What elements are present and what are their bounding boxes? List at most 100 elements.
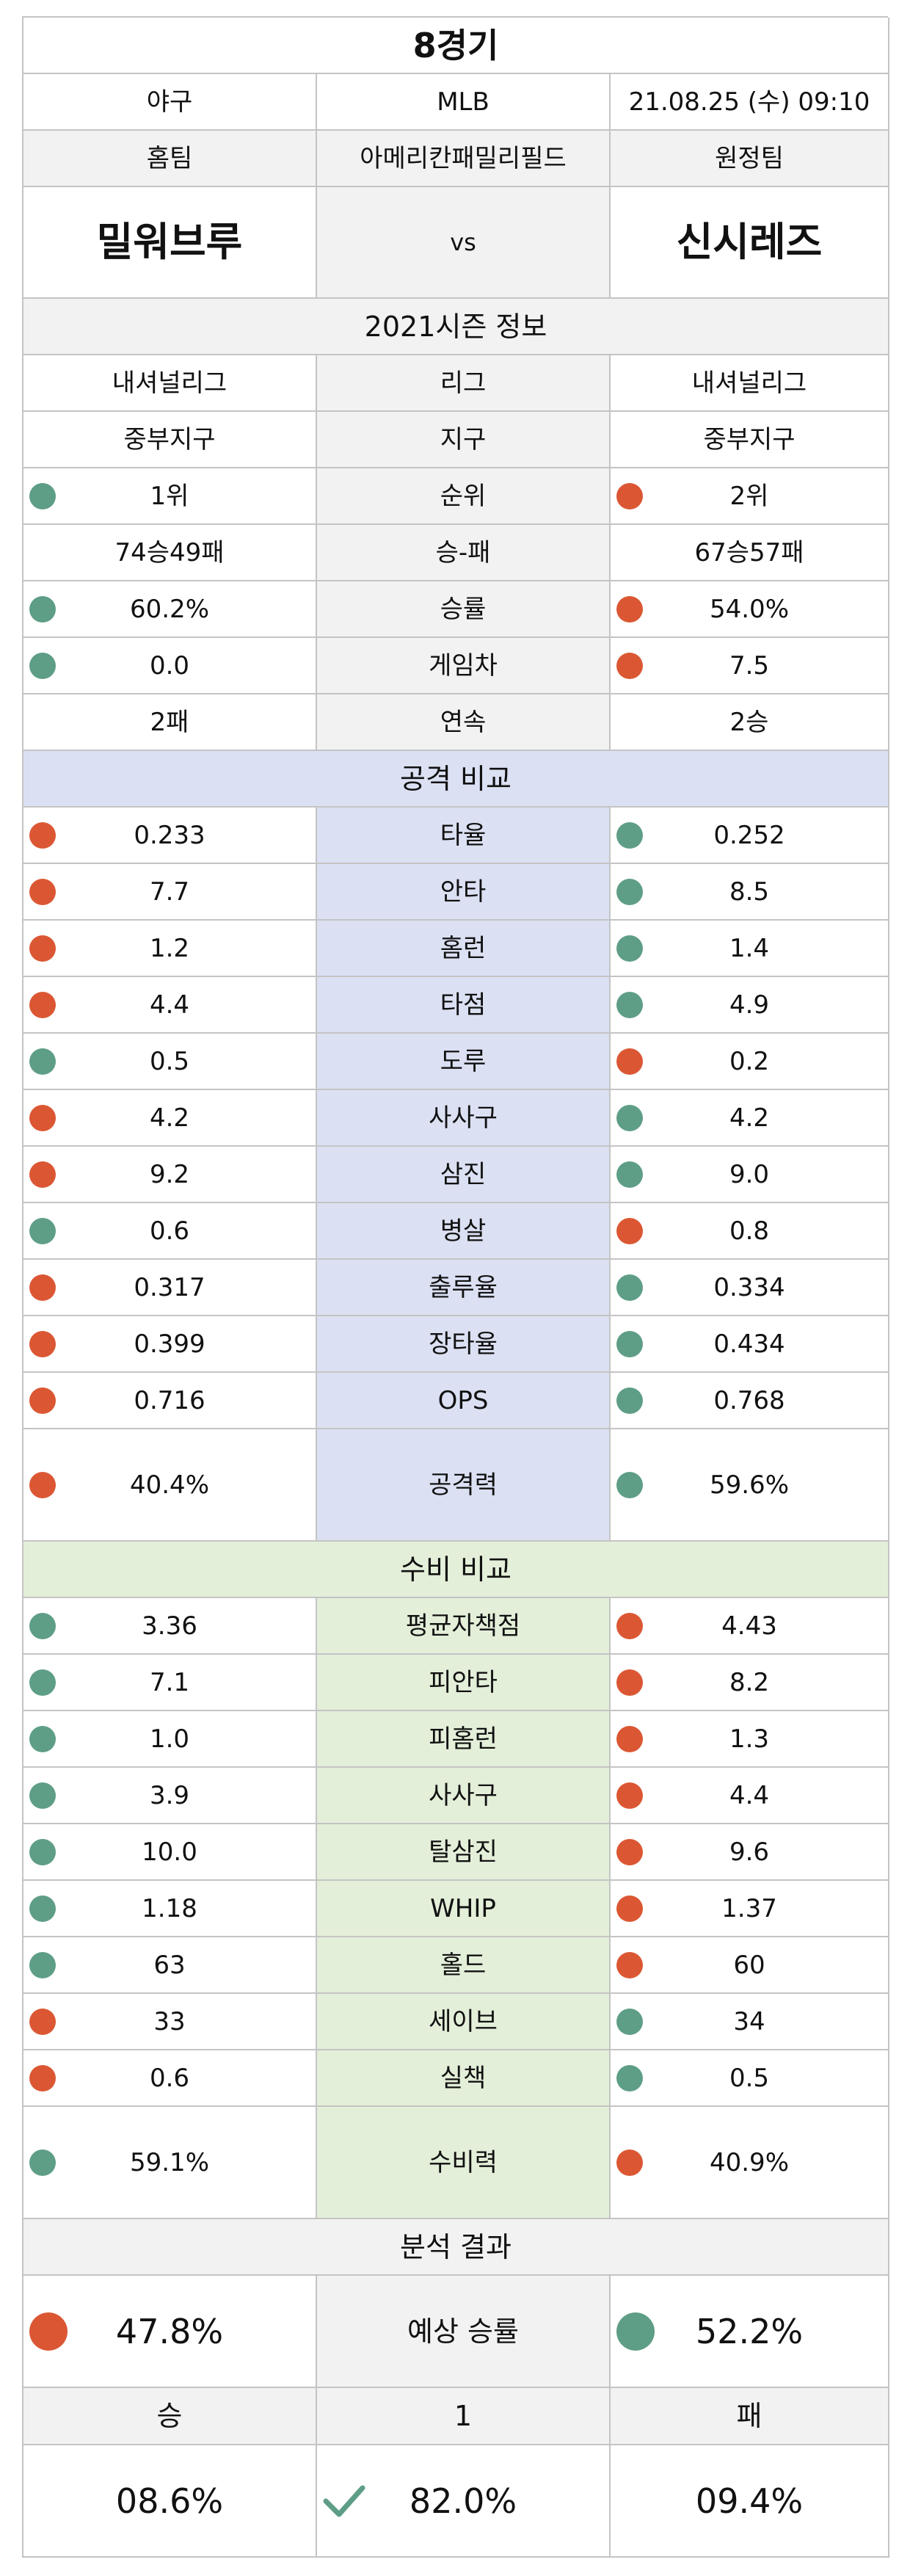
defense-label-value: WHIP	[430, 1893, 496, 1923]
offense-home-cell: 0.5	[23, 1034, 317, 1090]
offense-section-title: 공격 비교	[23, 751, 889, 808]
defense-label-cell: 사사구	[317, 1768, 611, 1824]
offense-label-cell: 타점	[317, 977, 611, 1034]
status-dot	[616, 1048, 643, 1075]
offense-label-value: 공격력	[429, 1470, 498, 1500]
offense-label-value: 도루	[440, 1046, 487, 1076]
win-probability: 08.6%	[23, 2445, 317, 2558]
offense-home-value: 4.2	[149, 1103, 190, 1133]
status-dot	[29, 1725, 56, 1752]
versus-cell: vs	[317, 187, 611, 299]
defense-away-value: 1.37	[721, 1893, 777, 1923]
offense-away-cell: 0.434	[611, 1316, 889, 1373]
season-away-cell: 7.5	[611, 638, 889, 694]
season-away-value: 7.5	[729, 650, 770, 681]
status-dot	[616, 1951, 643, 1978]
season-label-value: 승-패	[435, 537, 491, 567]
season-home-value: 내셔널리그	[112, 368, 228, 398]
season-home-value: 0.0	[149, 650, 190, 681]
offense-home-value: 0.233	[134, 820, 205, 850]
defense-label-cell: 피홈런	[317, 1711, 611, 1768]
season-label-value: 순위	[440, 481, 487, 511]
expected-label: 예상 승률	[317, 2276, 611, 2388]
offense-label-cell: 장타율	[317, 1316, 611, 1373]
offense-label-value: 안타	[440, 877, 487, 907]
season-section-title: 2021시즌 정보	[23, 299, 889, 355]
status-dot	[616, 652, 643, 679]
offense-home-value: 0.317	[134, 1272, 205, 1302]
status-dot	[616, 1161, 643, 1188]
draw-probability: 82.0%	[317, 2445, 611, 2558]
status-dot	[29, 991, 56, 1018]
defense-away-value: 4.43	[721, 1611, 777, 1641]
defense-label-value: 피안타	[429, 1667, 498, 1697]
offense-home-value: 0.716	[134, 1385, 205, 1415]
offense-home-cell: 0.233	[23, 808, 317, 864]
checkmark-icon	[323, 2485, 365, 2517]
status-dot	[616, 1217, 643, 1244]
defense-away-cell: 4.4	[611, 1768, 889, 1824]
status-dot	[29, 1782, 56, 1809]
status-dot	[616, 1838, 643, 1865]
away-expected-win: 52.2%	[611, 2276, 889, 2388]
season-label-cell: 승률	[317, 581, 611, 638]
defense-away-cell: 1.37	[611, 1881, 889, 1937]
status-dot	[616, 2064, 643, 2091]
season-label-value: 리그	[440, 368, 487, 398]
status-dot	[29, 1669, 56, 1696]
offense-home-value: 7.7	[149, 877, 190, 907]
season-away-cell: 2승	[611, 694, 889, 751]
offense-away-cell: 8.5	[611, 864, 889, 921]
defense-label-value: 실책	[440, 2063, 487, 2093]
defense-home-cell: 0.6	[23, 2050, 317, 2107]
draw-pct: 82.0%	[409, 2481, 517, 2521]
offense-away-cell: 0.2	[611, 1034, 889, 1090]
offense-away-cell: 9.0	[611, 1147, 889, 1203]
season-home-value: 2패	[150, 707, 189, 737]
status-dot	[616, 1387, 643, 1414]
season-away-cell: 2위	[611, 468, 889, 525]
status-dot	[616, 1330, 643, 1357]
offense-home-value: 9.2	[149, 1159, 190, 1189]
season-away-value: 54.0%	[709, 594, 789, 624]
offense-label-cell: 병살	[317, 1203, 611, 1260]
offense-away-value: 0.434	[713, 1329, 785, 1359]
status-dot	[29, 1274, 56, 1301]
defense-home-value: 0.6	[149, 2063, 190, 2093]
offense-away-cell: 0.334	[611, 1260, 889, 1316]
season-label-value: 게임차	[429, 650, 498, 681]
stadium-cell: 아메리칸패밀리필드	[317, 131, 611, 187]
season-away-value: 내셔널리그	[691, 368, 807, 398]
analysis-section-title: 분석 결과	[23, 2219, 889, 2276]
season-home-value: 중부지구	[123, 424, 216, 454]
offense-home-cell: 0.6	[23, 1203, 317, 1260]
defense-label-cell: 홀드	[317, 1937, 611, 1994]
season-away-value: 중부지구	[703, 424, 796, 454]
defense-home-value: 59.1%	[129, 2147, 209, 2177]
season-away-cell: 내셔널리그	[611, 355, 889, 412]
status-dot	[616, 1612, 643, 1639]
status-dot	[29, 2064, 56, 2091]
offense-away-value: 4.2	[729, 1103, 770, 1133]
status-dot	[29, 482, 56, 509]
offense-label-cell: 홈런	[317, 921, 611, 977]
defense-away-cell: 0.5	[611, 2050, 889, 2107]
offense-label-value: 삼진	[440, 1159, 487, 1189]
defense-away-value: 8.2	[729, 1667, 770, 1697]
season-home-value: 60.2%	[129, 594, 209, 624]
offense-away-value: 59.6%	[709, 1470, 789, 1500]
offense-away-cell: 4.9	[611, 977, 889, 1034]
offense-label-value: 병살	[440, 1216, 487, 1246]
status-dot	[616, 1471, 643, 1498]
status-dot	[29, 1471, 56, 1498]
status-dot	[29, 1895, 56, 1922]
defense-home-value: 33	[153, 2006, 186, 2036]
status-dot	[29, 2149, 56, 2176]
status-dot	[29, 595, 56, 623]
status-dot	[616, 2008, 643, 2035]
away-result-dot	[616, 2312, 655, 2351]
season-label-cell: 승-패	[317, 525, 611, 581]
offense-label-cell: 출루율	[317, 1260, 611, 1316]
defense-away-value: 60	[733, 1950, 765, 1980]
offense-home-value: 0.6	[149, 1216, 190, 1246]
